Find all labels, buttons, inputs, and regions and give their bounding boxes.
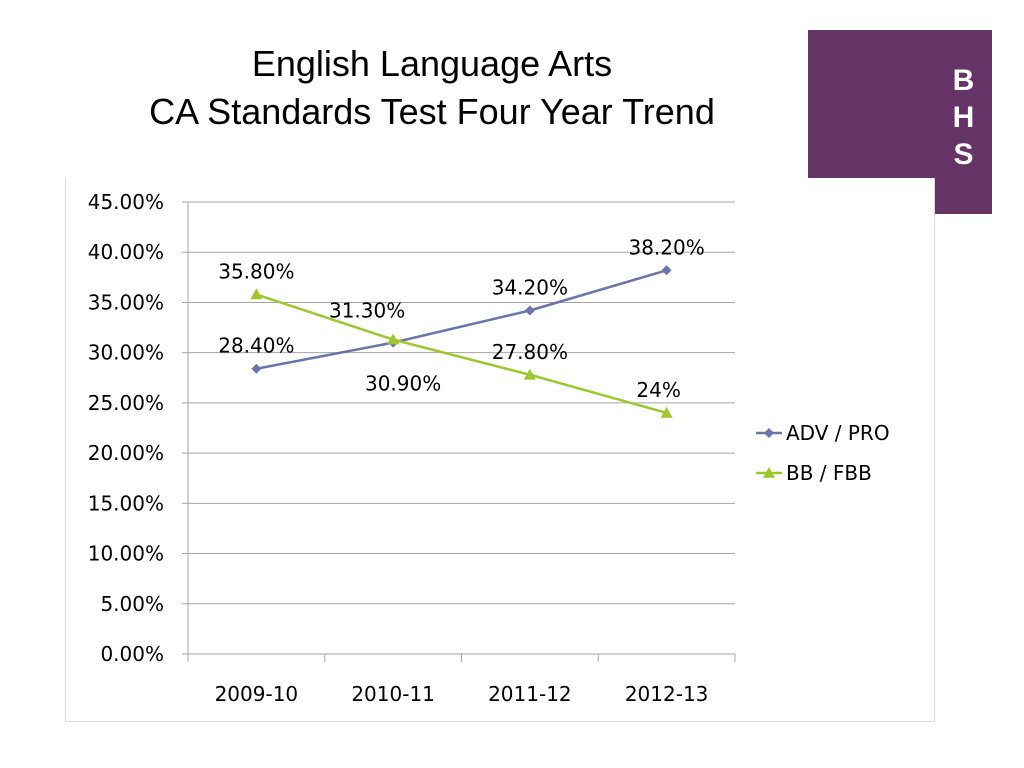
school-badge: B H S bbox=[935, 62, 992, 173]
triangle-marker bbox=[387, 333, 400, 345]
data-label: 28.40% bbox=[218, 334, 294, 358]
diamond-marker bbox=[764, 428, 774, 438]
data-label: 38.20% bbox=[628, 235, 704, 259]
triangle-marker bbox=[523, 368, 536, 380]
y-tick-label: 5.00% bbox=[100, 592, 164, 616]
series-line bbox=[255, 293, 667, 415]
badge-letter-h: H bbox=[952, 101, 975, 134]
triangle-marker bbox=[660, 406, 673, 418]
y-tick-label: 30.00% bbox=[88, 341, 164, 365]
y-tick-label: 20.00% bbox=[88, 441, 164, 465]
legend-entry: BB / FBB bbox=[786, 461, 872, 485]
y-tick-label: 10.00% bbox=[88, 542, 164, 566]
data-label: 24% bbox=[636, 378, 680, 402]
data-label: 31.30% bbox=[329, 299, 405, 323]
x-tick-label: 2011-12 bbox=[488, 682, 572, 706]
badge-letter-b: B bbox=[952, 64, 975, 97]
x-tick-label: 2010-11 bbox=[351, 682, 435, 706]
diamond-marker bbox=[251, 363, 262, 374]
data-label: 34.20% bbox=[492, 275, 568, 299]
data-label: 30.90% bbox=[365, 372, 441, 396]
x-tick-label: 2009-10 bbox=[215, 682, 299, 706]
triangle-marker bbox=[250, 288, 263, 300]
gridlines bbox=[188, 201, 735, 605]
triangle-marker bbox=[763, 467, 775, 478]
school-badge-strip bbox=[935, 30, 992, 214]
y-tick-label: 45.00% bbox=[88, 190, 164, 214]
legend: ADV / PRO BB / FBB bbox=[756, 421, 890, 485]
data-label: 27.80% bbox=[492, 340, 568, 364]
data-label: 35.80% bbox=[218, 259, 294, 283]
y-tick-label: 35.00% bbox=[88, 290, 164, 314]
badge-letter-s: S bbox=[953, 138, 974, 171]
diamond-marker bbox=[524, 305, 535, 316]
series-line bbox=[256, 269, 667, 370]
chart-title-line-1: English Language Arts bbox=[251, 43, 613, 84]
diamond-marker bbox=[661, 265, 672, 276]
series-group bbox=[250, 265, 673, 418]
y-tick-label: 15.00% bbox=[88, 491, 164, 515]
y-tick-label: 40.00% bbox=[88, 240, 164, 264]
chart-title-line-2: CA Standards Test Four Year Trend bbox=[149, 91, 715, 132]
y-tick-label: 25.00% bbox=[88, 391, 164, 415]
chart-frame bbox=[65, 178, 935, 722]
y-tick-labels: 0.00% 5.00% 10.00% 15.00% 20.00% 25.00% 30.00%… bbox=[88, 190, 164, 666]
y-tick-label: 0.00% bbox=[100, 642, 164, 666]
data-labels: 28.40% 30.90% 34.20% 38.20% 35.80% 31.30% 27.8… bbox=[218, 235, 705, 402]
x-tick-label: 2012-13 bbox=[625, 682, 709, 706]
axes bbox=[182, 201, 736, 662]
x-tick-labels: 2009-10 2010-11 2011-12 2012-13 bbox=[215, 682, 709, 706]
legend-entry: ADV / PRO bbox=[786, 421, 890, 445]
chart-title: English Language Arts CA Standards Test … bbox=[60, 40, 804, 136]
